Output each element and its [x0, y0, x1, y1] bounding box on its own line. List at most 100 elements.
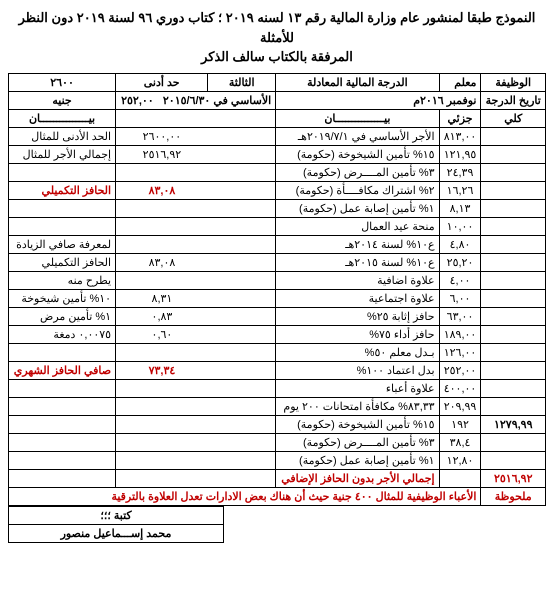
main-table: الوظيفة معلم الدرجة المالية المعادلة الث…: [8, 73, 546, 506]
sign-l1: كتبة ؛؛؛: [9, 506, 224, 524]
cell-spacer: [208, 343, 276, 361]
cell-desc: ١٥% تأمين الشيخوخة (حكومة): [276, 415, 439, 433]
cell-partial: ١٢٦,٠٠: [439, 343, 481, 361]
min-value: ٢٦٠٠: [9, 73, 116, 91]
doc-title: النموذج طبقا لمنشور عام وزارة المالية رق…: [8, 8, 546, 67]
cell-left-value: ٧٣,٣٤: [116, 361, 208, 379]
cell-partial: ٢٥,٢٠: [439, 253, 481, 271]
cell-spacer: [208, 181, 276, 199]
cell-desc: منحة عيد العمال: [276, 217, 439, 235]
unit: جنيه: [9, 91, 116, 109]
cell-left-desc: الحد الأدنى للمثال: [9, 127, 116, 145]
cell-desc: ١% تأمين إصابة عمل (حكومة): [276, 199, 439, 217]
cell-spacer: [208, 325, 276, 343]
cell-left-desc: ١٠% تأمين شيخوخة: [9, 289, 116, 307]
cell-left-value: [116, 163, 208, 181]
cell-left-desc: إجمالي الأجر للمثال: [9, 145, 116, 163]
cell-total: [481, 379, 546, 397]
cell-total: [481, 181, 546, 199]
cell-desc: ٨٣,٣٣% مكافأة امتحانات ٢٠٠ يوم: [276, 397, 439, 415]
cell-partial: ١٢١,٩٥: [439, 145, 481, 163]
cell-partial: ٦,٠٠: [439, 289, 481, 307]
cell-desc: ع١٠% لسنة ٢٠١٥هـ: [276, 253, 439, 271]
cell-left-desc: لمعرفة صافي الزيادة: [9, 235, 116, 253]
cell-total: [481, 343, 546, 361]
cell-left-value: ٢٥١٦,٩٢: [116, 145, 208, 163]
cell-desc: ٣% تأمين المــــرض (حكومة): [276, 433, 439, 451]
sign-l2: محمد إســـماعيل منصور: [9, 524, 224, 542]
cell-partial: ٤,٠٠: [439, 271, 481, 289]
cell-partial: ٤,٨٠: [439, 235, 481, 253]
cell-spacer: [208, 127, 276, 145]
cell-partial: ٢٥٢,٠٠: [439, 361, 481, 379]
cell-left-desc: [9, 217, 116, 235]
cell-spacer: [208, 361, 276, 379]
cell-left-value: [116, 217, 208, 235]
cell-total: [481, 271, 546, 289]
cell-partial: ٢٤,٣٩: [439, 163, 481, 181]
cell-total: [481, 163, 546, 181]
title-line1: النموذج طبقا لمنشور عام وزارة المالية رق…: [19, 10, 536, 45]
cell-left-desc: صافي الحافز الشهري: [9, 361, 116, 379]
cell-partial: ١٦,٢٦: [439, 181, 481, 199]
cell-total: [481, 451, 546, 469]
cell-left-value: ٢٦٠٠,٠٠: [116, 127, 208, 145]
cell-desc: بدل اعتماد ١٠٠%: [276, 361, 439, 379]
cell-left-desc: الحافز التكميلي: [9, 253, 116, 271]
cell-spacer: [208, 217, 276, 235]
cell-desc: ١% تأمين إصابة عمل (حكومة): [276, 451, 439, 469]
total-t: ٢٥١٦,٩٢: [481, 469, 546, 487]
cell-total: [481, 235, 546, 253]
cell-left-value: [116, 433, 208, 451]
cell-partial: ٨١٣,٠٠: [439, 127, 481, 145]
cell-left-value: [116, 451, 208, 469]
cell-spacer: [208, 451, 276, 469]
cell-total: [481, 145, 546, 163]
cell-partial: ٢٠٩,٩٩: [439, 397, 481, 415]
col-desc2: بيـــــــــــــــان: [9, 109, 116, 127]
cell-total: [481, 325, 546, 343]
cell-left-value: [116, 415, 208, 433]
cell-spacer: [208, 163, 276, 181]
cell-desc: ٣% تأمين المــــرض (حكومة): [276, 163, 439, 181]
cell-left-desc: [9, 415, 116, 433]
cell-desc: بـدل معلم ٥٠%: [276, 343, 439, 361]
cell-desc: ٢% اشتراك مكافــــأة (حكومة): [276, 181, 439, 199]
cell-left-desc: [9, 397, 116, 415]
total-p: [439, 469, 481, 487]
date-value: نوفمبر ٢٠١٦م: [276, 91, 481, 109]
basic-value: ٢٥٢,٠٠: [121, 95, 154, 107]
cell-partial: ١٨٩,٠٠: [439, 325, 481, 343]
cell-left-value: [116, 379, 208, 397]
cell-left-value: [116, 199, 208, 217]
cell-desc: علاوة أعباء: [276, 379, 439, 397]
cell-left-value: [116, 343, 208, 361]
cell-left-desc: [9, 199, 116, 217]
cell-left-desc: [9, 163, 116, 181]
cell-total: [481, 361, 546, 379]
cell-spacer: [208, 145, 276, 163]
date-label: تاريخ الدرجة: [481, 91, 546, 109]
col-desc: بيـــــــــــــــان: [276, 109, 439, 127]
cell-total: [481, 307, 546, 325]
cell-desc: ١٥% تأمين الشيخوخة (حكومة): [276, 145, 439, 163]
cell-total: [481, 433, 546, 451]
job-value: معلم: [439, 73, 481, 91]
total-d: إجمالي الأجر بدون الحافز الإضافي: [276, 469, 439, 487]
cell-partial: ٦٣,٠٠: [439, 307, 481, 325]
cell-spacer: [208, 307, 276, 325]
cell-total: [481, 253, 546, 271]
col-total: كلي: [481, 109, 546, 127]
cell-left-value: ٨,٣١: [116, 289, 208, 307]
cell-spacer: [208, 379, 276, 397]
cell-left-value: ٨٣,٠٨: [116, 181, 208, 199]
cell-spacer: [208, 415, 276, 433]
col-empty2: [116, 109, 208, 127]
cell-spacer: [208, 235, 276, 253]
cell-desc: علاوة اضافية: [276, 271, 439, 289]
cell-left-value: ٠,٨٣: [116, 307, 208, 325]
col-partial: جزئي: [439, 109, 481, 127]
cell-desc: ع١٠% لسنة ٢٠١٤هـ: [276, 235, 439, 253]
cell-left-desc: [9, 451, 116, 469]
cell-left-desc: يطرح منه: [9, 271, 116, 289]
